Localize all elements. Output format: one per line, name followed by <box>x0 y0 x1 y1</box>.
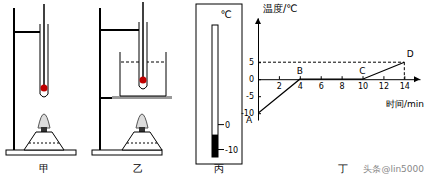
y-axis-line <box>258 19 259 121</box>
y-arrow <box>255 18 261 24</box>
thermometer-panel: ℃ 0 -10 <box>196 4 242 164</box>
lamp-wick <box>139 127 145 132</box>
point-label: A <box>246 115 253 125</box>
point-label: D <box>407 49 414 59</box>
x-tick-label: 12 <box>379 82 389 91</box>
flame <box>38 114 50 128</box>
clamp <box>100 29 142 31</box>
ring <box>100 97 172 99</box>
x-tick-label: 14 <box>400 82 410 91</box>
thermometer-tick <box>218 124 224 125</box>
alcohol-lamp <box>122 132 162 150</box>
guide-line-x <box>404 62 405 79</box>
plot-area <box>258 62 404 113</box>
x-axis-title: 时间/min <box>386 99 424 109</box>
stand-base <box>6 150 76 155</box>
thermometer-liquid <box>212 135 218 157</box>
x-tick: 8 <box>340 76 345 91</box>
y-tick: 5 <box>249 58 261 67</box>
x-tick: 2 <box>277 76 282 91</box>
lamp-level <box>29 143 59 144</box>
ice-sample <box>140 77 147 84</box>
point-label: B <box>297 66 303 76</box>
watermark: 头条@lin5000 <box>363 164 424 174</box>
flame <box>136 114 148 128</box>
thermometer-tick <box>218 149 224 150</box>
y-tick-label: -5 <box>246 92 254 101</box>
x-arrow <box>414 76 420 82</box>
temperature-line <box>258 62 404 113</box>
x-tick-mark <box>279 76 280 79</box>
chart: 2468101214-10-505温度/℃时间/minABCD <box>241 3 424 125</box>
y-tick-label: 5 <box>249 58 254 67</box>
thermometer-board <box>196 4 242 164</box>
guide-line-y <box>258 62 404 63</box>
apparatus <box>6 2 172 155</box>
x-tick-label: 4 <box>298 82 303 91</box>
y-axis-title: 温度/℃ <box>263 3 298 14</box>
stand-base <box>92 150 162 155</box>
x-tick-label: 6 <box>319 82 324 91</box>
x-tick: 12 <box>379 76 389 91</box>
y-axis: -10-505 <box>241 19 261 121</box>
lamp-level <box>127 143 157 144</box>
x-tick-label: 2 <box>277 82 282 91</box>
ice-sample <box>41 85 48 92</box>
panel-label: 丙 <box>214 163 224 174</box>
y-tick: 0 <box>249 75 261 84</box>
thermometer-unit: ℃ <box>220 9 231 20</box>
panel-label: 乙 <box>133 163 143 174</box>
panel-label: 丁 <box>338 163 348 174</box>
x-axis: 2 4 6 8 10 12 14 <box>259 76 421 91</box>
y-tick-mark <box>258 79 261 80</box>
stand-rod <box>13 8 15 150</box>
thermometer-tick-label: -10 <box>225 146 238 155</box>
y-tick-label: 0 <box>249 75 254 84</box>
x-tick: 4 <box>298 76 303 91</box>
x-tick: 6 <box>319 76 324 91</box>
tube-thermometer <box>43 4 45 88</box>
thermometer-tube <box>212 25 218 157</box>
x-tick-label: 10 <box>358 82 368 91</box>
y-tick: -5 <box>246 92 261 101</box>
x-tick-label: 8 <box>340 82 345 91</box>
thermometer-tick-label: 0 <box>225 121 230 130</box>
lamp-wick <box>41 127 47 132</box>
x-tick-mark <box>383 76 384 79</box>
tube-thermometer <box>142 2 144 80</box>
alcohol-lamp <box>24 132 64 150</box>
point-label: C <box>359 66 365 76</box>
panel-label: 甲 <box>39 163 49 174</box>
y-tick-mark <box>258 96 261 97</box>
